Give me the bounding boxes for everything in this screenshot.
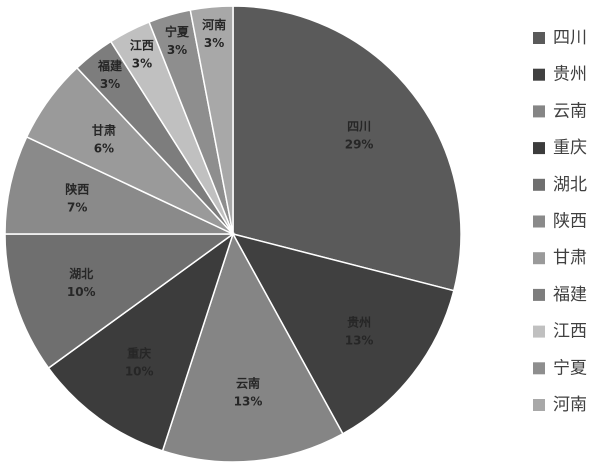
legend-swatch [533,142,545,155]
slice-value-label: 10% [67,285,96,299]
legend-swatch [533,325,545,338]
legend-label: 甘肃 [553,248,587,268]
legend-label: 陕西 [553,212,587,232]
slice-value-label: 3% [132,57,152,71]
slice-label: 宁夏 [165,24,190,39]
slice-value-label: 10% [125,365,154,379]
slice-value-label: 3% [100,77,120,91]
legend-swatch [533,32,545,44]
legend-swatch [533,178,545,191]
legend-label: 四川 [553,28,587,48]
slice-label: 陕西 [65,182,89,197]
slice-value-label: 7% [67,201,87,215]
legend-label: 重庆 [553,138,587,158]
slice-label: 贵州 [347,314,371,329]
legend-swatch [533,105,545,118]
slice-label: 福建 [97,58,123,73]
slice-label: 云南 [236,375,260,390]
slice-value-label: 13% [234,394,263,408]
legend-label: 河南 [553,395,587,415]
slice-label: 湖北 [69,266,93,281]
pie-slice [4,233,236,370]
pie-slice [231,232,455,435]
legend-label: 福建 [553,285,587,305]
pie-slice [47,232,235,452]
legend-swatch [533,215,545,228]
legend-swatch [533,68,545,81]
pie-slice [189,5,234,235]
legend-swatch [533,288,545,301]
slice-label: 重庆 [127,346,151,361]
slice-label: 河南 [201,17,226,32]
pie-slice [161,232,344,463]
slice-value-label: 6% [94,142,114,156]
pie-slice [232,5,462,292]
slice-label: 四川 [347,120,371,134]
slice-value-label: 13% [345,333,374,347]
legend-swatch [533,362,545,375]
slice-label: 甘肃 [92,123,116,138]
slice-value-label: 29% [345,138,374,152]
legend-swatch [533,399,545,411]
legend-label: 贵州 [553,65,587,85]
slice-label: 江西 [130,38,154,53]
legend-label: 湖北 [553,175,587,195]
legend-label: 江西 [553,322,587,342]
legend-swatch [533,252,545,265]
slice-value-label: 3% [167,43,187,57]
legend-label: 宁夏 [553,358,587,378]
slice-value-label: 3% [204,36,224,50]
legend-label: 云南 [553,101,587,121]
